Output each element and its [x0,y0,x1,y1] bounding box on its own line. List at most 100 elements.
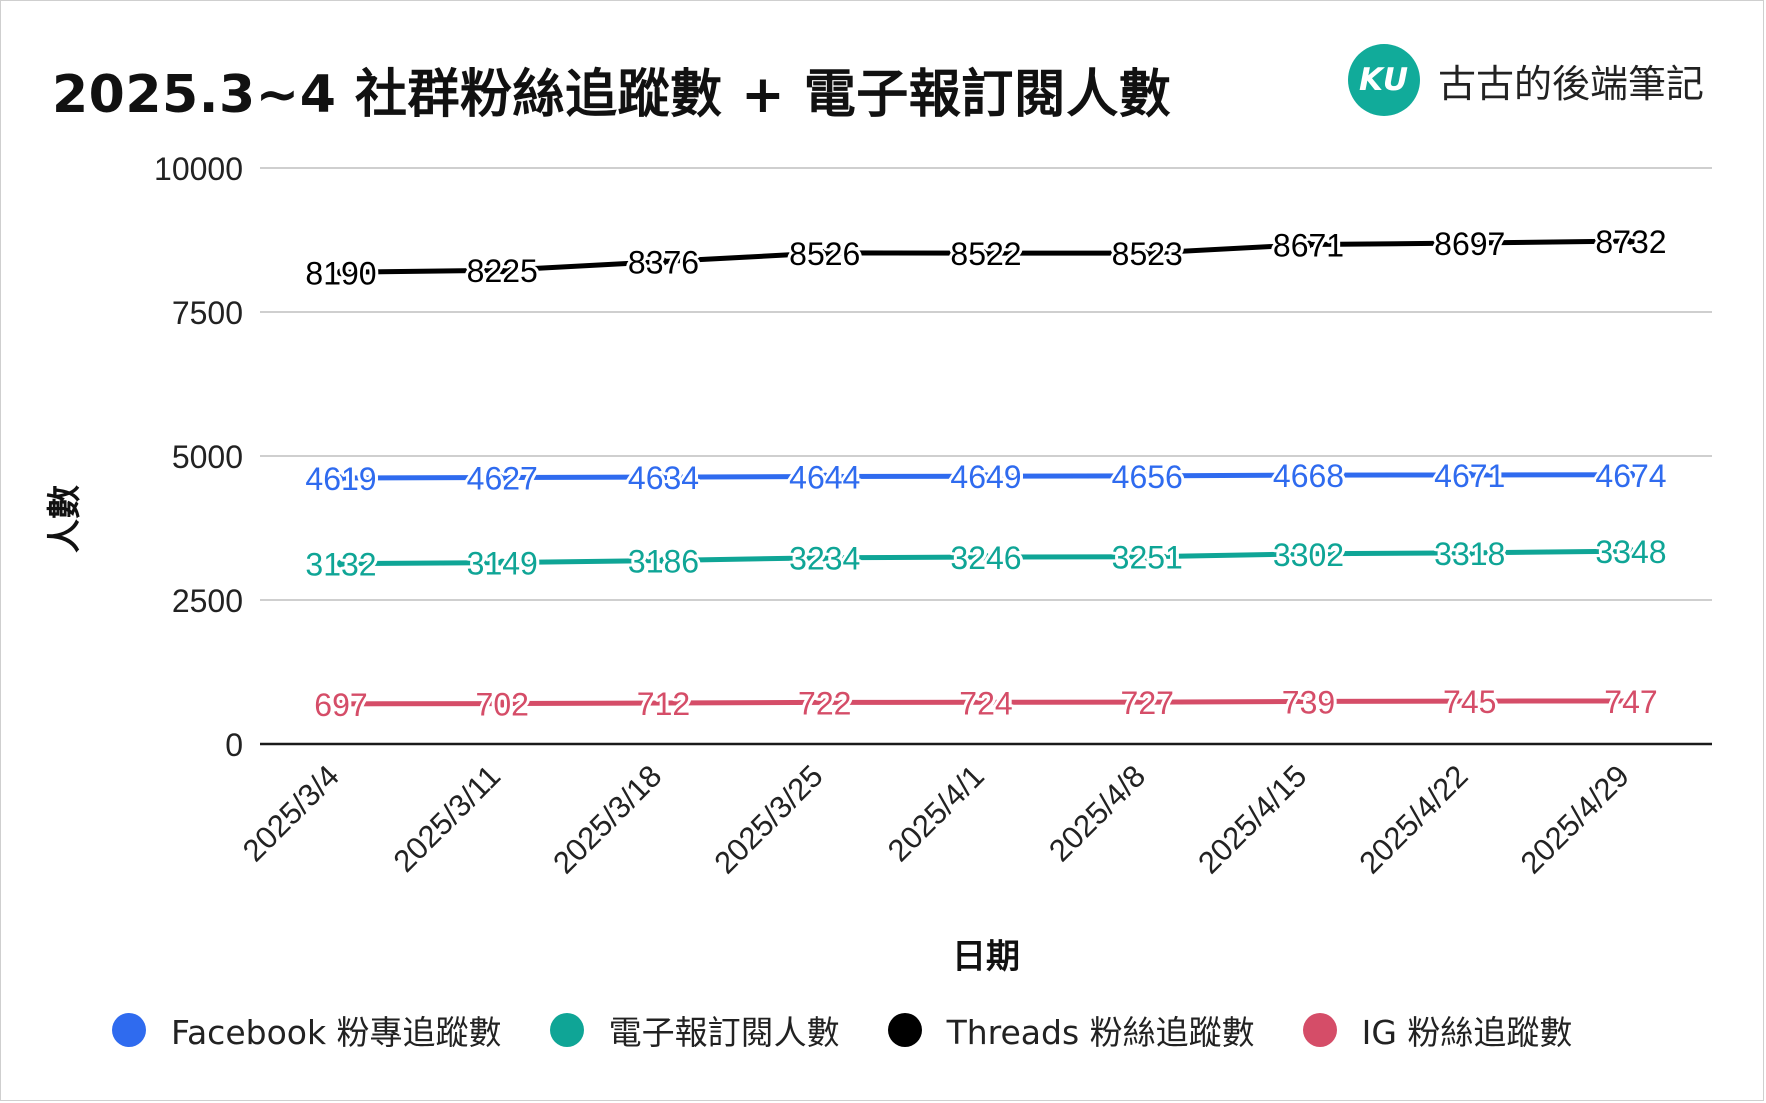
data-label: 3302 [1273,537,1344,573]
x-tick-label: 2025/4/22 [1352,758,1474,880]
data-label: 722 [798,685,851,721]
data-point [1627,470,1635,479]
data-label: 8522 [950,236,1021,272]
data-point [1143,552,1152,561]
data-point [1627,237,1635,246]
legend-item: IG 粉絲追蹤數 [1302,1006,1573,1054]
data-point [982,249,990,258]
legend-item: Threads 粉絲追蹤數 [887,1006,1255,1054]
data-label: 8225 [467,253,538,289]
data-label: 3186 [628,543,699,579]
brand-name: 古古的後端筆記 [1438,61,1705,106]
data-point [982,698,990,707]
data-point [982,472,990,481]
data-point [498,266,507,275]
data-label: 4644 [789,460,860,496]
data-point [659,556,668,565]
data-label: 8697 [1434,226,1505,262]
legend-label: Facebook 粉專追蹤數 [171,1013,502,1052]
data-label: 3132 [305,547,376,583]
x-tick-label: 2025/3/11 [387,758,508,879]
data-point [498,473,507,482]
data-point [1465,548,1474,557]
data-point [337,699,345,708]
x-tick-label: 2025/3/4 [236,758,346,868]
y-tick-label: 0 [225,727,243,763]
data-point [1465,470,1474,479]
data-label: 4656 [1112,459,1183,495]
data-label: 3348 [1595,534,1666,570]
data-label: 3149 [467,546,538,582]
data-label: 3246 [950,540,1021,576]
x-tick-label: 2025/4/8 [1042,758,1152,868]
y-tick-label: 10000 [154,151,243,187]
data-label: 697 [314,687,367,723]
legend-dot-icon [887,1013,922,1047]
data-point [1465,697,1474,706]
x-tick-label: 2025/3/25 [707,758,829,880]
data-point [659,257,668,266]
data-label: 739 [1282,684,1335,720]
data-label: 4674 [1595,458,1666,494]
data-label: 8523 [1112,236,1183,272]
legend-label: Threads 粉絲追蹤數 [946,1013,1255,1052]
data-label: 747 [1604,684,1657,720]
data-point [1627,696,1635,705]
data-label: 3318 [1434,536,1505,572]
data-point [1143,471,1152,480]
data-point [1627,547,1635,556]
x-axis-title: 日期 [952,937,1020,977]
data-label: 727 [1121,685,1174,721]
data-point [982,553,990,562]
data-point [498,699,507,708]
data-point [820,698,829,707]
data-label: 745 [1443,684,1496,720]
data-label: 8190 [305,255,376,291]
data-point [820,248,829,257]
data-label: 8671 [1273,228,1344,264]
x-tick-label: 2025/3/18 [546,758,668,880]
data-label: 8732 [1595,224,1666,260]
data-label: 8526 [789,236,860,272]
data-point [498,558,507,567]
data-point [337,473,345,482]
data-point [659,698,668,707]
y-tick-label: 2500 [172,583,243,619]
legend-dot-icon [112,1013,146,1047]
data-label: 3234 [789,541,860,577]
data-label: 4627 [467,460,538,496]
legend-label: 電子報訂閱人數 [608,1013,840,1052]
legend: Facebook 粉專追蹤數 電子報訂閱人數 Threads 粉絲追蹤數 IG 粉絲追… [112,1006,1620,1054]
x-tick-label: 2025/4/29 [1514,758,1636,880]
data-point [337,559,345,568]
x-tick-label: 2025/4/15 [1191,758,1313,880]
y-axis-title: 人數 [45,485,85,553]
data-label: 712 [637,686,690,722]
data-point [1304,471,1313,480]
data-point [659,473,668,482]
data-label: 3251 [1112,540,1183,576]
y-tick-label: 7500 [172,295,243,331]
legend-label: IG 粉絲追蹤數 [1361,1013,1573,1052]
data-point [1143,698,1152,707]
data-label: 4619 [305,461,376,497]
data-label: 724 [959,685,1012,721]
legend-item: 電子報訂閱人數 [549,1006,840,1054]
data-label: 4671 [1434,458,1505,494]
data-point [337,268,345,277]
data-point [1304,549,1313,558]
data-point [1143,249,1152,258]
legend-item: Facebook 粉專追蹤數 [112,1006,502,1054]
x-tick-label: 2025/4/1 [881,758,991,868]
chart-title: 2025.3~4 社群粉絲追蹤數 + 電子報訂閱人數 [52,65,1172,125]
data-point [820,553,829,562]
brand: KU 古古的後端筆記 [1348,44,1704,116]
brand-logo-icon: KU [1348,44,1420,116]
legend-dot-icon [549,1013,584,1047]
y-tick-label: 5000 [172,439,243,475]
legend-dot-icon [1302,1013,1337,1047]
data-point [1304,240,1313,249]
data-label: 4668 [1273,458,1344,494]
data-label: 4634 [628,460,699,496]
